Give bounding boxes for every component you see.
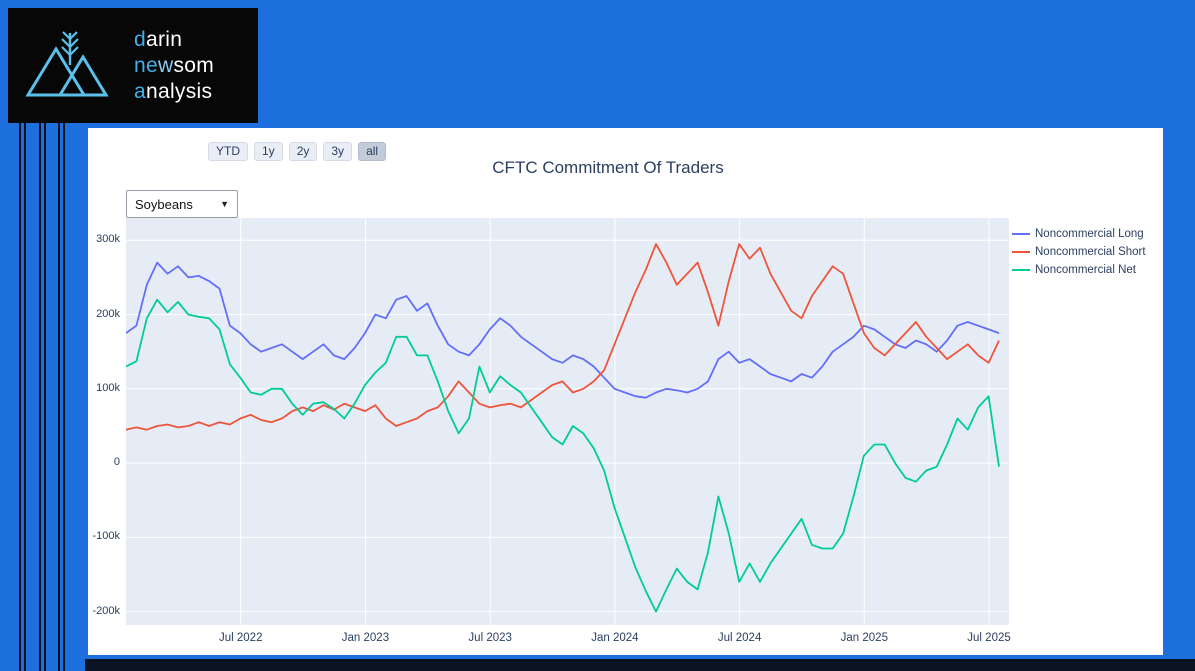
- y-axis-tick-label: -100k: [92, 530, 120, 543]
- y-axis-tick-label: -200k: [92, 604, 120, 617]
- series-line-noncommercial-short: [126, 243, 1000, 431]
- decor-line: [58, 123, 60, 671]
- plot-area[interactable]: [126, 218, 1009, 625]
- y-axis-tick-label: 100k: [96, 381, 120, 394]
- chart-title: CFTC Commitment Of Traders: [492, 158, 724, 177]
- legend-line-swatch: [1012, 232, 1030, 235]
- x-axis-tick-label: Jan 2023: [341, 632, 390, 644]
- range-selector: YTD 1y 2y 3y all: [208, 142, 387, 161]
- range-button-ytd[interactable]: YTD: [208, 142, 248, 161]
- decor-line: [39, 123, 41, 671]
- decor-line: [44, 123, 46, 671]
- decor-line: [63, 123, 65, 671]
- legend-line-swatch: [1012, 250, 1030, 253]
- logo-text: darin newsom analysis: [134, 27, 214, 105]
- x-axis-tick-label: Jul 2022: [218, 632, 263, 644]
- legend-item-noncommercial-long[interactable]: Noncommercial Long: [1012, 226, 1146, 241]
- x-axis-tick-label: Jan 2025: [840, 632, 888, 644]
- x-axis-tick-label: Jul 2023: [468, 632, 512, 644]
- legend-item-noncommercial-net[interactable]: Noncommercial Net: [1012, 262, 1146, 277]
- chevron-down-icon: ▼: [220, 199, 229, 209]
- y-axis-tick-label: 300k: [96, 233, 120, 246]
- dropdown-selected-value: Soybeans: [135, 196, 193, 212]
- chart-card: YTD 1y 2y 3y all CFTC Commitment Of Traders …: [88, 128, 1163, 655]
- x-axis-tick-label: Jan 2024: [591, 632, 639, 644]
- y-axis-tick-label: 0: [113, 456, 120, 469]
- legend-line-swatch: [1012, 268, 1030, 271]
- logo-line: darin: [134, 27, 183, 51]
- x-axis-tick-label: Jul 2025: [967, 632, 1011, 644]
- y-axis-tick-label: 200k: [96, 307, 120, 320]
- legend-label: Noncommercial Net: [1035, 263, 1136, 276]
- decor-line: [24, 123, 26, 671]
- range-button-3y[interactable]: 3y: [323, 142, 353, 161]
- legend-label: Noncommercial Long: [1035, 227, 1144, 240]
- legend-item-noncommercial-short[interactable]: Noncommercial Short: [1012, 244, 1146, 259]
- bottom-bar: [85, 659, 1195, 671]
- logo-line: analysis: [134, 79, 213, 103]
- range-button-1y[interactable]: 1y: [254, 142, 283, 161]
- plot-svg: [126, 218, 1009, 625]
- range-button-all[interactable]: all: [358, 142, 387, 161]
- logo: darin newsom analysis: [8, 8, 258, 123]
- decor-line: [19, 123, 21, 671]
- legend-label: Noncommercial Short: [1035, 245, 1146, 258]
- logo-line: newsom: [134, 53, 215, 77]
- x-axis-tick-label: Jul 2024: [717, 632, 762, 644]
- mountains-wheat-logo-icon: [25, 30, 109, 96]
- legend: Noncommercial Long Noncommercial Short Non…: [1012, 226, 1146, 280]
- series-line-noncommercial-long: [126, 261, 1000, 399]
- range-button-2y[interactable]: 2y: [288, 142, 318, 161]
- series-line-noncommercial-net: [126, 298, 1000, 613]
- commodity-dropdown[interactable]: Soybeans ▼: [126, 190, 238, 218]
